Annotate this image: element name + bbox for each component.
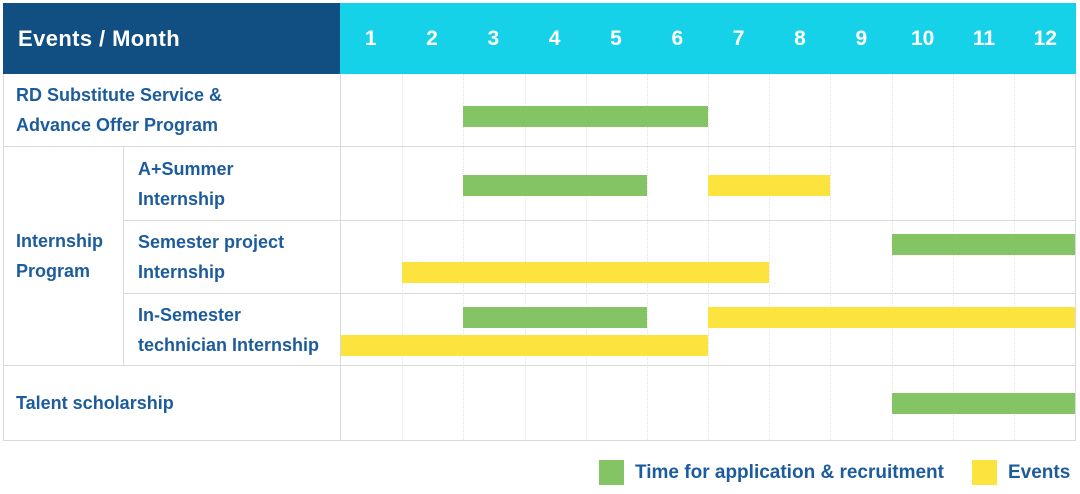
gantt-track-talent-scholarship	[340, 366, 1075, 440]
group-label-line: Internship	[16, 231, 104, 251]
events-color-swatch-icon	[971, 460, 997, 485]
row-label-line: In-Semester	[138, 304, 242, 325]
application-bar	[463, 307, 647, 328]
events-bar	[341, 335, 708, 356]
table-row: In-Semester technician Internship	[124, 293, 1075, 365]
group-label-internship-program: Internship Program	[4, 147, 123, 365]
legend: Time for application & recruitment Event…	[599, 460, 1070, 485]
table-row: RD Substitute Service & Advance Offer Pr…	[4, 74, 1075, 147]
application-color-swatch-icon	[599, 460, 624, 485]
month-label: 3	[487, 26, 500, 50]
month-label: 10	[910, 26, 935, 50]
row-label-line: Semester project	[138, 232, 285, 252]
table-body: RD Substitute Service & Advance Offer Pr…	[3, 74, 1076, 441]
month-label: 7	[732, 26, 745, 50]
events-bar	[708, 175, 831, 196]
events-bar	[402, 262, 770, 283]
application-bar	[463, 175, 647, 196]
gantt-track-rd-substitute	[340, 74, 1075, 146]
month-label: 6	[671, 26, 684, 50]
row-label-line: RD Substitute Service &	[16, 85, 223, 105]
table-header-row: Events / Month 1 2 3 4 5 6 7 8 9 10 11 12	[3, 3, 1076, 74]
row-label-semester-project: Semester project Internship	[124, 221, 340, 293]
internship-program-group: Internship Program A+Summer Internship S…	[4, 147, 1075, 365]
application-bar	[891, 393, 1075, 414]
gantt-track-semester-project	[340, 221, 1075, 293]
month-label: 1	[364, 26, 377, 50]
table-row: A+Summer Internship	[124, 147, 1075, 220]
month-label: 9	[855, 26, 868, 50]
application-bar	[891, 234, 1075, 255]
row-label-line: Internship	[138, 262, 226, 282]
gantt-track-in-semester-technician	[340, 294, 1075, 365]
row-label-line: technician Internship	[138, 334, 320, 355]
month-label: 12	[1033, 26, 1057, 50]
row-label-line: Talent scholarship	[16, 393, 174, 413]
row-label-line: Advance Offer Program	[16, 115, 219, 135]
row-label-in-semester-technician: In-Semester technician Internship	[124, 294, 340, 365]
legend-events-label: Events	[1007, 461, 1071, 483]
row-label-rd-substitute: RD Substitute Service & Advance Offer Pr…	[4, 74, 340, 146]
application-bar	[463, 106, 708, 127]
group-label-line: Program	[16, 261, 91, 281]
row-label-talent-scholarship: Talent scholarship	[4, 366, 340, 440]
month-header-row: 1 2 3 4 5 6 7 8 9 10 11 12	[340, 3, 1076, 74]
legend-application-label: Time for application & recruitment	[635, 461, 944, 483]
internship-subrows: A+Summer Internship Semester project Int…	[123, 147, 1075, 365]
row-label-a-plus-summer: A+Summer Internship	[124, 147, 340, 220]
month-label: 5	[610, 26, 622, 50]
events-bar	[708, 307, 1075, 328]
row-label-line: A+Summer	[138, 158, 234, 179]
table-row: Talent scholarship	[4, 365, 1075, 440]
month-label: 8	[794, 26, 806, 50]
row-label-line: Internship	[138, 188, 226, 209]
month-label: 11	[972, 26, 996, 50]
month-label: 4	[548, 26, 561, 50]
schedule-table: Events / Month 1 2 3 4 5 6 7 8 9 10 11 12 RD Substi…	[3, 3, 1076, 441]
events-month-header-cell: Events / Month	[3, 3, 340, 74]
table-row: Semester project Internship	[124, 220, 1075, 293]
gantt-track-a-plus-summer	[340, 147, 1075, 220]
month-label: 2	[426, 26, 438, 50]
